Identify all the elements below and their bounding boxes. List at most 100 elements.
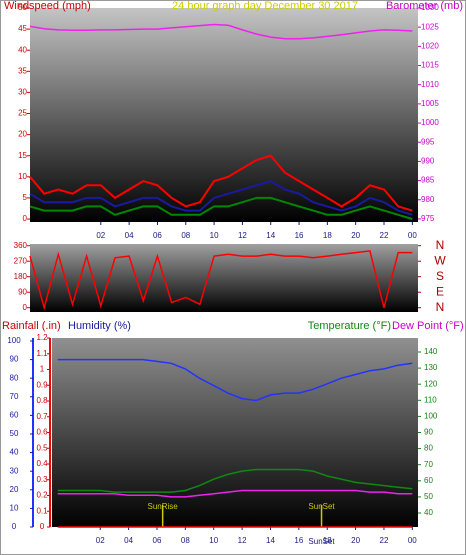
- y3-tick-label: 40: [10, 448, 19, 457]
- y2-tick-label: 70: [424, 460, 433, 469]
- y-tick-label: 90: [18, 287, 27, 296]
- y2-tick-label: 130: [424, 363, 438, 372]
- y2-tick-label: 985: [421, 176, 435, 185]
- plot-area: [52, 338, 418, 527]
- y3-tick-label: 70: [10, 392, 19, 401]
- y-tick-label: 35: [18, 66, 27, 75]
- y-tick-label: 180: [14, 272, 28, 281]
- y2-tick-label: 40: [424, 508, 433, 517]
- y2-tick-label: S: [436, 269, 444, 283]
- x-tick-label: 18: [323, 231, 332, 240]
- x-tick-label: 22: [380, 536, 389, 545]
- x-tick-label: 12: [238, 231, 247, 240]
- x-tick-label: 10: [210, 231, 219, 240]
- x-tick-label: 00: [408, 536, 417, 545]
- x-tick-label: 16: [295, 231, 304, 240]
- annotation: SunSet: [308, 537, 335, 546]
- y-tick-label: 0: [23, 303, 28, 312]
- x-tick-label: 14: [266, 536, 275, 545]
- y2-tick-label: 1000: [421, 118, 439, 127]
- annotation: SunRise: [148, 502, 179, 511]
- series-line: [29, 23, 413, 40]
- x-tick-label: 16: [294, 536, 303, 545]
- y-tick-label: 0.3: [36, 475, 48, 484]
- y2-tick-label: 50: [424, 492, 433, 501]
- series-line: [57, 468, 413, 493]
- y-tick-label: 0.4: [36, 459, 48, 468]
- x-tick-label: 06: [153, 536, 162, 545]
- y3-tick-label: 10: [10, 504, 19, 513]
- axis-title: Humidity (%): [68, 320, 131, 332]
- y-tick-label: 30: [18, 88, 27, 97]
- axis-title: Temperature (°F): [308, 320, 391, 332]
- x-tick-label: 20: [351, 231, 360, 240]
- y-tick-label: 15: [18, 151, 27, 160]
- series-line: [29, 180, 413, 216]
- x-tick-label: 20: [351, 536, 360, 545]
- y-tick-label: 1: [40, 365, 45, 374]
- y3-tick-label: 20: [10, 485, 19, 494]
- x-tick-label: 02: [96, 536, 105, 545]
- series-line: [29, 250, 413, 311]
- x-tick-label: 04: [125, 231, 134, 240]
- x-tick-label: 12: [238, 536, 247, 545]
- y-tick-label: 0.2: [36, 491, 48, 500]
- y-axis-title: Windspeed (mph): [4, 0, 91, 12]
- y2-tick-label: N: [436, 300, 445, 314]
- series-line: [57, 358, 413, 402]
- chart-title: 24 hour graph day December 30 2017: [172, 0, 358, 12]
- y2-tick-label: 100: [424, 412, 438, 421]
- y3-tick-label: 0: [12, 522, 17, 531]
- y-tick-label: 0: [40, 522, 45, 531]
- y-tick-label: 45: [18, 24, 27, 33]
- y3-tick-label: 30: [10, 466, 19, 475]
- x-tick-label: 00: [408, 231, 417, 240]
- y2-tick-label: N: [436, 238, 445, 252]
- series-line: [29, 154, 413, 212]
- y-tick-label: 0: [23, 214, 28, 223]
- y-tick-label: 1.1: [36, 349, 48, 358]
- x-tick-label: 22: [380, 231, 389, 240]
- y2-tick-label: E: [436, 284, 444, 298]
- y2-tick-label: 1020: [421, 41, 439, 50]
- y3-tick-label: 100: [7, 336, 21, 345]
- y-tick-label: 0.7: [36, 412, 48, 421]
- y2-tick-label: 980: [421, 195, 435, 204]
- x-tick-label: 02: [96, 231, 105, 240]
- series-line: [29, 196, 413, 220]
- y2-tick-label: 1005: [421, 99, 439, 108]
- y-tick-label: 0.6: [36, 428, 48, 437]
- y2-tick-label: 975: [421, 214, 435, 223]
- y2-tick-label: 90: [424, 428, 433, 437]
- y-tick-label: 50: [18, 3, 27, 12]
- y2-axis-title: Barometer (mb): [386, 0, 463, 12]
- y3-tick-label: 60: [10, 410, 19, 419]
- y-tick-label: 25: [18, 109, 27, 118]
- y2-tick-label: 120: [424, 379, 438, 388]
- y2-tick-label: 140: [424, 347, 438, 356]
- y-tick-label: 360: [14, 241, 28, 250]
- y2-tick-label: 990: [421, 157, 435, 166]
- x-tick-label: 10: [209, 536, 218, 545]
- series-line: [57, 489, 413, 498]
- axis-title: Rainfall (.in): [2, 320, 61, 332]
- y-tick-label: 0.5: [36, 443, 48, 452]
- x-tick-label: 04: [124, 536, 133, 545]
- y2-tick-label: W: [434, 253, 446, 267]
- y2-tick-label: 80: [424, 444, 433, 453]
- x-tick-label: 08: [181, 536, 190, 545]
- x-tick-label: 18: [323, 536, 332, 545]
- y2-tick-label: 1010: [421, 80, 439, 89]
- y-tick-label: 0.1: [36, 506, 48, 515]
- y-tick-label: 270: [14, 256, 28, 265]
- y2-tick-label: 1015: [421, 61, 439, 70]
- annotation: SunSet: [308, 502, 335, 511]
- x-tick-label: 06: [153, 231, 162, 240]
- y3-tick-label: 90: [10, 355, 19, 364]
- y3-tick-label: 80: [10, 373, 19, 382]
- y2-tick-label: 1030: [421, 3, 439, 12]
- plot-area: [30, 8, 418, 222]
- y2-tick-label: 110: [424, 395, 437, 404]
- y-tick-label: 1.2: [36, 333, 48, 342]
